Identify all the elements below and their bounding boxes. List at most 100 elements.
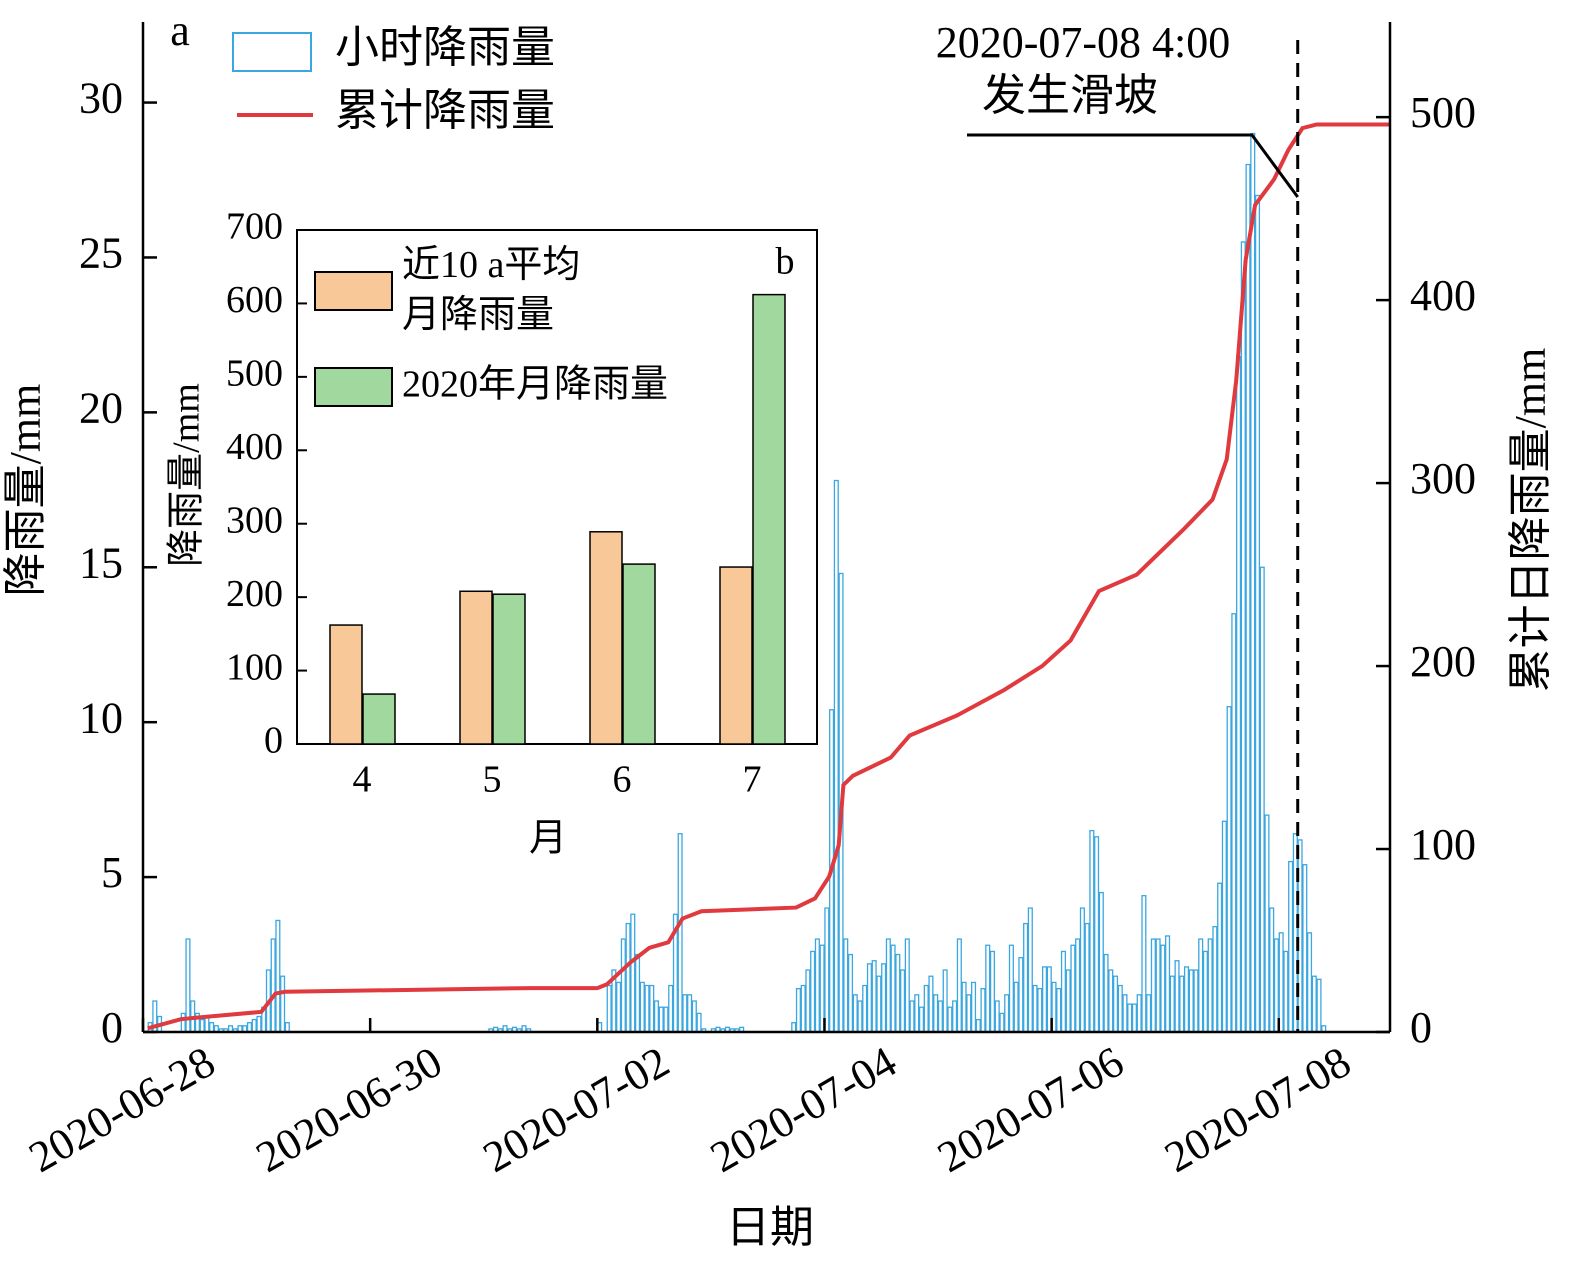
bar: [1207, 938, 1213, 1033]
legend-label: 近10 a平均 月降雨量: [402, 244, 581, 336]
bar: [900, 969, 906, 1033]
bar: [616, 981, 622, 1033]
bar: [1240, 241, 1246, 1033]
bar: [492, 593, 526, 745]
y-tick-label: 200: [226, 573, 283, 615]
y-tick-label: 400: [226, 426, 283, 468]
bar: [952, 1000, 958, 1033]
y-axis-title: 降雨量/mm: [166, 383, 208, 567]
bar: [1023, 922, 1029, 1033]
bar: [251, 1018, 257, 1033]
bar: [866, 963, 872, 1033]
bar: [687, 994, 693, 1033]
bar: [752, 293, 786, 745]
bar: [824, 907, 830, 1033]
y2-tick-label: 0: [1410, 1003, 1432, 1052]
x-tick-label: 6: [613, 759, 632, 801]
bar: [691, 1000, 697, 1033]
bar: [634, 953, 641, 1033]
annotation: 2020-07-08 4:00: [936, 18, 1231, 67]
y-tick-label: 500: [226, 353, 283, 395]
y-tick-label: 700: [226, 206, 283, 248]
bar: [719, 566, 753, 745]
bar: [989, 950, 996, 1033]
bar: [625, 922, 631, 1033]
x-tick-label: 4: [353, 759, 372, 801]
bar: [1027, 907, 1033, 1033]
legend-swatch: [314, 271, 393, 311]
bar: [658, 1006, 664, 1033]
bar: [1302, 864, 1308, 1033]
bar: [1098, 891, 1104, 1033]
bar: [1292, 833, 1298, 1033]
bar: [885, 938, 891, 1033]
bar: [209, 1022, 215, 1033]
bar: [1174, 960, 1180, 1033]
panel-label: b: [776, 241, 795, 283]
legend-label: 2020年月降雨量: [402, 364, 668, 406]
bar: [1160, 944, 1166, 1033]
bar: [663, 1006, 669, 1033]
bar: [284, 1022, 290, 1033]
bar: [696, 1012, 702, 1033]
bar: [1188, 969, 1194, 1033]
bar: [246, 1022, 253, 1033]
bar: [881, 963, 887, 1033]
bar: [1288, 860, 1294, 1033]
bar: [1146, 994, 1152, 1033]
bar: [1183, 966, 1190, 1033]
bar: [1117, 984, 1123, 1033]
bar: [649, 984, 655, 1033]
bar: [622, 563, 656, 745]
bar: [1165, 935, 1171, 1033]
bar: [653, 1000, 660, 1033]
bar: [956, 938, 962, 1033]
bar: [1202, 950, 1208, 1033]
bar: [1079, 907, 1085, 1033]
bar: [1217, 882, 1223, 1033]
legend-swatch: [314, 367, 393, 407]
bar: [928, 975, 934, 1033]
bar: [1136, 994, 1142, 1033]
bar: [270, 938, 276, 1033]
line: [147, 122, 1390, 1031]
y-tick-label: 15: [79, 538, 123, 587]
y-tick-label: 0: [264, 720, 283, 762]
bar: [1075, 938, 1081, 1033]
x-tick-label: 2020-07-02: [475, 1037, 677, 1182]
bar: [1070, 944, 1076, 1033]
y2-tick-label: 200: [1410, 637, 1476, 686]
bar: [999, 1012, 1005, 1033]
bar: [947, 1006, 953, 1033]
bar: [668, 984, 674, 1033]
bar: [961, 981, 967, 1033]
bar: [937, 1000, 943, 1033]
legend-label: 小时降雨量: [335, 23, 555, 72]
bar: [1259, 566, 1265, 1033]
y-tick-label: 25: [79, 229, 123, 278]
bar: [1060, 950, 1067, 1033]
bar: [1193, 969, 1199, 1033]
panel-label: a: [170, 6, 190, 55]
bar: [1089, 829, 1095, 1033]
bar: [1155, 938, 1161, 1033]
bar: [942, 969, 948, 1033]
bar: [180, 1012, 186, 1033]
bar: [1084, 922, 1090, 1033]
inset: 0 100 200 300 400 500 600 700 4 5 6 7: [226, 206, 818, 801]
bar: [1094, 836, 1100, 1033]
bar: [362, 693, 396, 745]
bar: [620, 938, 626, 1033]
bar: [814, 938, 820, 1033]
bar: [1103, 953, 1109, 1033]
bar: [795, 987, 801, 1033]
bar: [1112, 975, 1119, 1033]
bar: [1179, 975, 1185, 1033]
bar: [890, 944, 896, 1033]
bar: [329, 624, 363, 745]
x-axis-title: 日期: [726, 1203, 814, 1252]
y2-axis-title: 累计日降雨量/mm: [1506, 348, 1555, 693]
